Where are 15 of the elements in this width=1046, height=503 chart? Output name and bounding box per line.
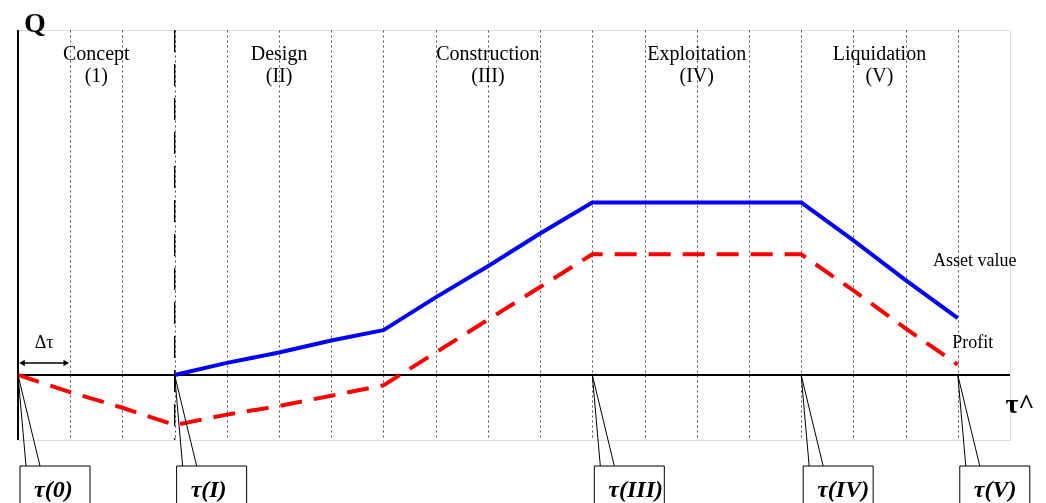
text: Concept (1) xyxy=(62,42,131,87)
text: τ(I) xyxy=(190,476,227,502)
text: Q xyxy=(24,7,46,38)
text: τ(V) xyxy=(973,476,1017,502)
series-label: Asset value xyxy=(933,250,1017,271)
text: Liquidation (V) xyxy=(832,42,927,87)
text: τ(IV) xyxy=(817,476,870,502)
x-axis-title: τ^ xyxy=(1005,387,1035,419)
series-label: Profit xyxy=(952,331,994,352)
annotation: Δτ xyxy=(34,331,54,352)
text: Exploitation (IV) xyxy=(647,42,747,87)
text: τ(0) xyxy=(34,476,73,502)
text: τ(III) xyxy=(608,476,663,502)
text: Design (II) xyxy=(250,42,308,87)
text: Construction (III) xyxy=(436,42,540,87)
